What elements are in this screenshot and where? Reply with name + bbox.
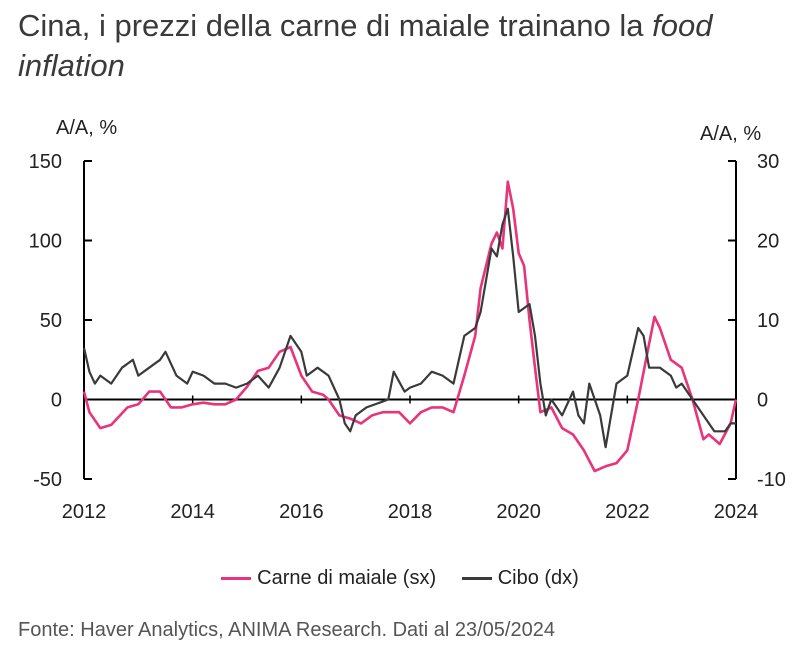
x-tick-label: 2012	[62, 501, 107, 523]
chart-title: Cina, i prezzi della carne di maiale tra…	[18, 6, 788, 86]
source-note: Fonte: Haver Analytics, ANIMA Research. …	[18, 619, 555, 641]
left-tick-label: 150	[29, 151, 62, 173]
right-tick-label: 0	[757, 390, 768, 412]
x-tick-label: 2020	[496, 501, 541, 523]
right-tick-label: 20	[757, 231, 779, 253]
series-line-food	[82, 207, 736, 449]
x-tick-label: 2014	[170, 501, 215, 523]
title-plain: Cina, i prezzi della carne di maiale tra…	[18, 8, 653, 43]
legend-item-food: Cibo (dx)	[461, 567, 579, 590]
series-line-pork	[82, 180, 738, 473]
x-tick-label: 2018	[388, 501, 433, 523]
legend-item-pork: Carne di maiale (sx)	[221, 567, 436, 590]
legend-label-food: Cibo (dx)	[497, 567, 579, 589]
x-tick-label: 2024	[714, 501, 759, 523]
left-tick-label: 50	[40, 310, 62, 332]
left-tick-label: 0	[51, 390, 62, 412]
left-tick-label: -50	[33, 469, 62, 491]
legend-swatch-food	[461, 577, 492, 580]
right-tick-label: -10	[757, 469, 786, 491]
right-tick-label: 10	[757, 310, 779, 332]
right-tick-label: 30	[757, 151, 779, 173]
chart-legend: Carne di maiale (sx) Cibo (dx)	[0, 563, 800, 590]
right-axis-label: A/A, %	[700, 123, 761, 145]
title-italic: food inflation	[18, 8, 713, 83]
left-axis-label: A/A, %	[56, 117, 117, 139]
legend-swatch-pork	[221, 577, 252, 580]
x-tick-label: 2022	[605, 501, 650, 523]
left-tick-label: 100	[29, 231, 62, 253]
legend-label-pork: Carne di maiale (sx)	[257, 567, 437, 589]
x-tick-label: 2016	[279, 501, 324, 523]
chart-series-layer	[82, 180, 738, 473]
